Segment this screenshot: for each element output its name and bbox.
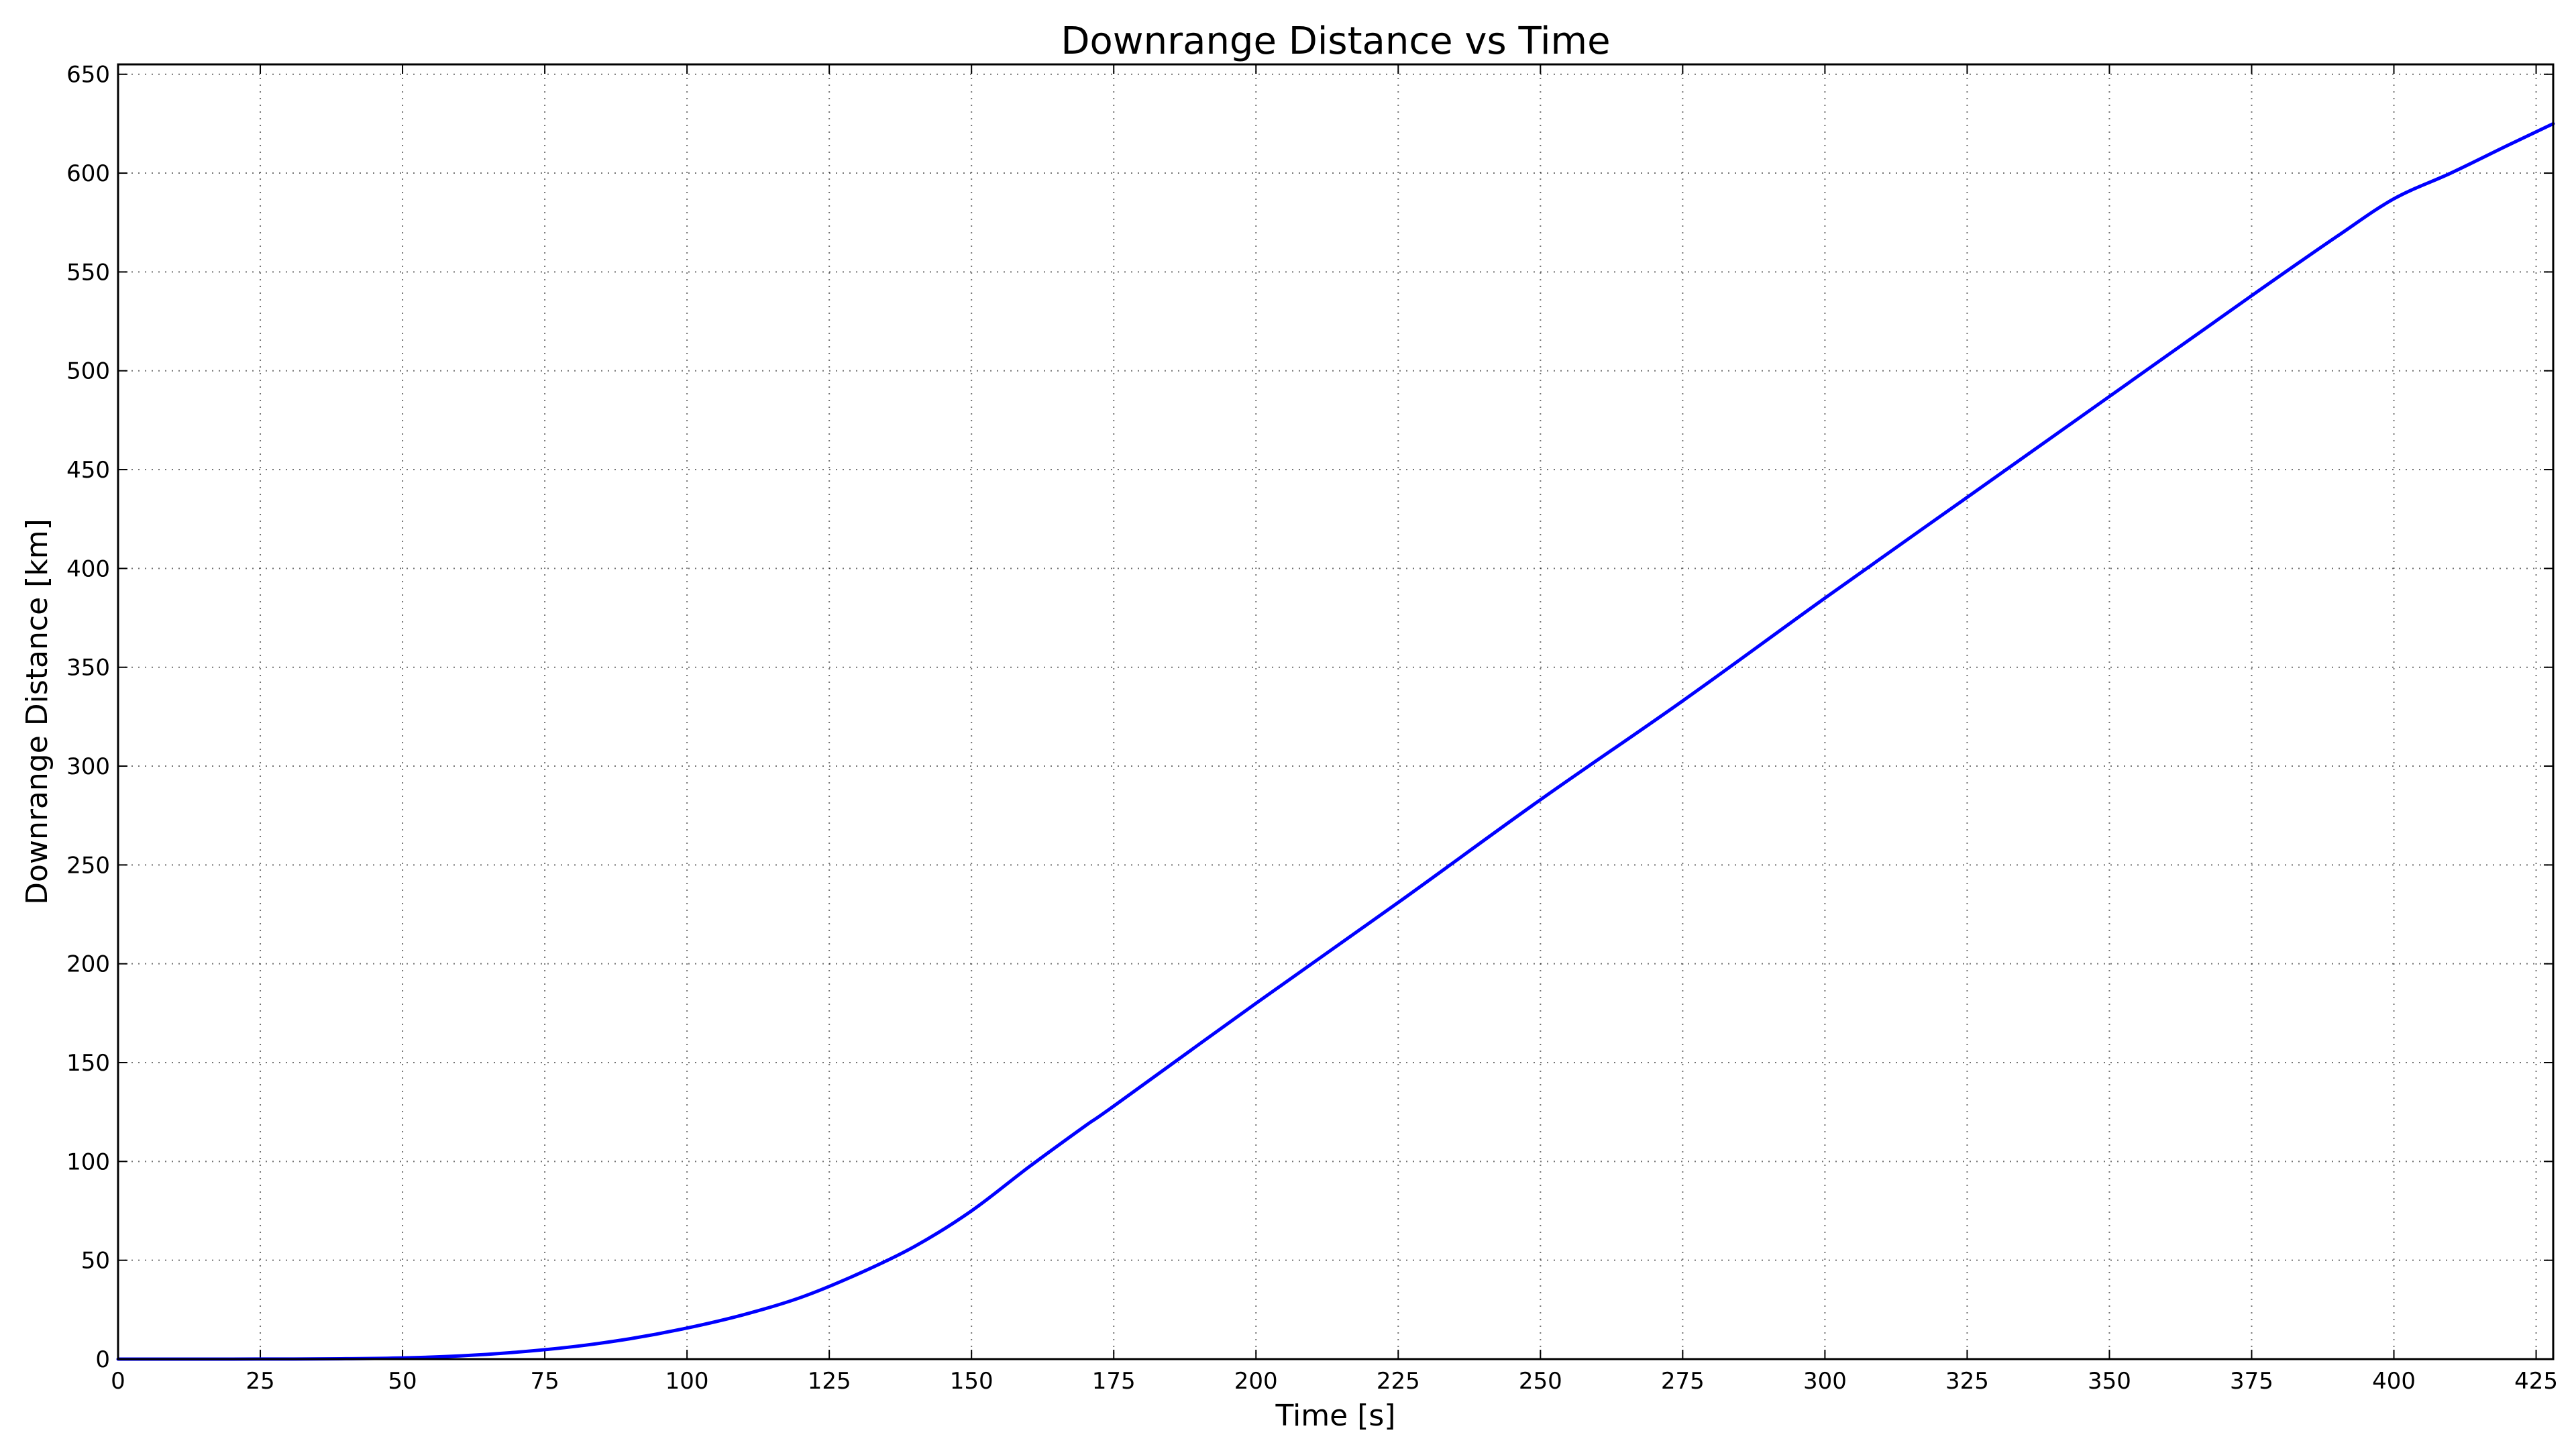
y-tick-label: 150 [66,1050,110,1077]
x-tick-label: 425 [2514,1368,2558,1395]
x-tick-label: 250 [1519,1368,1562,1395]
y-tick-label: 550 [66,259,110,286]
grid-layer [117,64,2553,1360]
x-axis-label: Time [s] [1275,1399,1396,1433]
x-tick-label: 350 [2088,1368,2131,1395]
y-tick-label: 500 [66,358,110,385]
x-tick-label: 75 [530,1368,559,1395]
tick-layer [117,64,2553,1360]
y-tick-label: 650 [66,62,110,89]
y-tick-label: 250 [66,852,110,879]
x-tick-label: 275 [1661,1368,1705,1395]
x-tick-label: 325 [1945,1368,1989,1395]
y-tick-label: 200 [66,951,110,978]
x-tick-label: 200 [1234,1368,1278,1395]
y-tick-label: 350 [66,655,110,682]
y-tick-label: 100 [66,1148,110,1175]
series-line [116,121,2555,1361]
series-layer [116,121,2555,1361]
y-tick-label: 450 [66,457,110,484]
x-tick-label: 150 [950,1368,994,1395]
x-tick-label: 50 [388,1368,417,1395]
tick-label-layer: 0 25 50 75 100 125 150 175 200 225 250 275 300 325 350… [66,62,2558,1395]
y-tick-label: 50 [81,1248,110,1275]
y-tick-label: 400 [66,555,110,582]
y-tick-label: 600 [66,160,110,187]
x-tick-label: 175 [1092,1368,1136,1395]
x-tick-label: 125 [808,1368,851,1395]
y-tick-label: 0 [95,1346,110,1373]
y-axis-label: Downrange Distance [km] [20,519,54,905]
x-tick-label: 375 [2230,1368,2273,1395]
x-tick-label: 300 [1803,1368,1847,1395]
x-tick-label: 400 [2372,1368,2416,1395]
x-tick-label: 225 [1377,1368,1420,1395]
plot-frame [117,63,2555,1360]
y-tick-label: 300 [66,753,110,780]
x-tick-label: 100 [665,1368,709,1395]
chart-title: Downrange Distance vs Time [1061,19,1610,63]
x-tick-label: 0 [111,1368,125,1395]
x-tick-label: 25 [246,1368,274,1395]
